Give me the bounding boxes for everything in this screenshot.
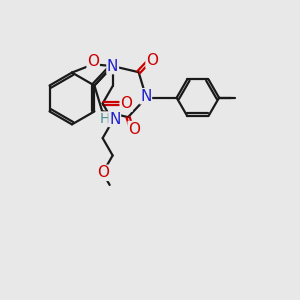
Text: H: H — [99, 112, 110, 126]
Text: O: O — [146, 53, 158, 68]
Text: N: N — [109, 112, 120, 127]
Text: N: N — [140, 89, 152, 104]
Text: O: O — [87, 55, 99, 70]
Text: O: O — [120, 96, 132, 111]
Text: O: O — [128, 122, 140, 136]
Text: N: N — [107, 58, 118, 74]
Text: O: O — [97, 165, 109, 180]
